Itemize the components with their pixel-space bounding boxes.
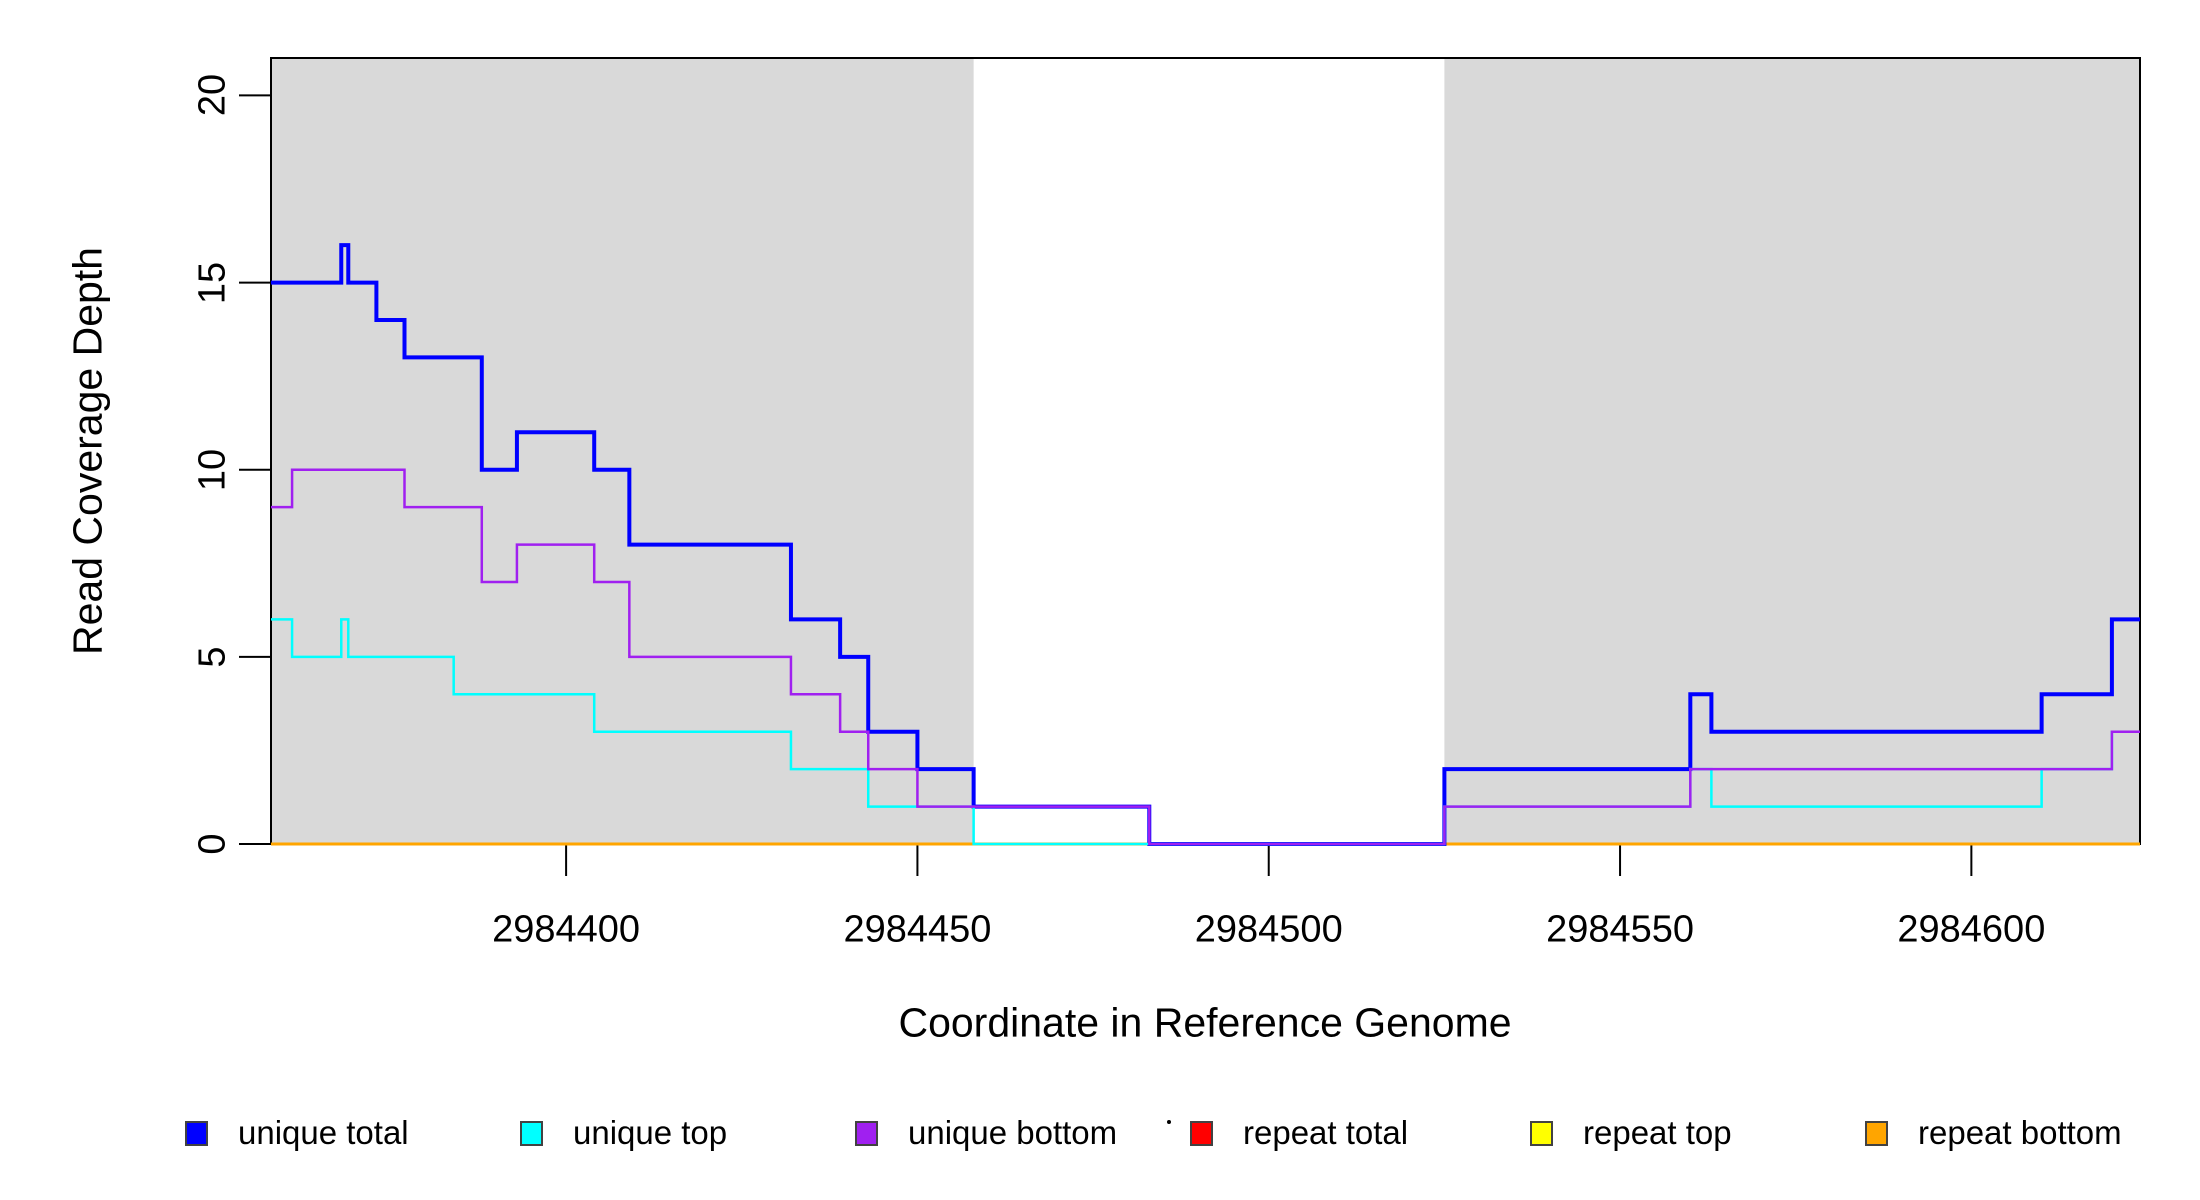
y-tick-label-2: 10 [191,448,234,491]
series-line-unique-total [271,243,2140,846]
legend-item-unique-bottom: unique bottom [855,1113,1117,1153]
legend-swatch-repeat-bottom [1865,1120,1888,1146]
shaded-region-0 [271,58,974,844]
x-tick-label-3: 2984550 [1546,908,1695,951]
y-axis-title: Read Coverage Depth [64,247,111,655]
x-tick-label-2: 2984500 [1194,908,1343,951]
legend-swatch-unique-top [520,1120,543,1146]
shaded-region-1 [1444,58,2140,844]
legend-label-repeat-bottom: repeat bottom [1918,1114,2122,1151]
y-tick-label-4: 20 [191,74,234,117]
stray-dot [1167,1120,1171,1124]
x-tick-label-0: 2984400 [492,908,641,951]
x-tick-label-4: 2984600 [1897,908,2046,951]
legend-swatch-unique-total [185,1120,208,1146]
legend-swatch-unique-bottom [855,1120,878,1146]
legend-label-repeat-total: repeat total [1243,1114,1409,1151]
x-tick-label-1: 2984450 [843,908,992,951]
legend-item-unique-top: unique top [520,1113,727,1153]
legend-swatch-repeat-top [1530,1120,1553,1146]
y-tick-label-1: 5 [191,646,234,668]
legend-item-repeat-total: repeat total [1190,1113,1408,1153]
legend-label-unique-total: unique total [238,1114,409,1151]
legend-item-unique-total: unique total [185,1113,409,1153]
y-tick-label-3: 15 [191,261,234,304]
legend-label-unique-bottom: unique bottom [908,1114,1118,1151]
series-line-unique-top [271,618,2140,846]
legend-label-unique-top: unique top [573,1114,728,1151]
legend-item-repeat-bottom: repeat bottom [1865,1113,2122,1153]
y-tick-label-0: 0 [191,833,234,855]
legend-label-repeat-top: repeat top [1583,1114,1732,1151]
series-line-unique-bottom [271,468,2140,846]
legend-swatch-repeat-total [1190,1120,1213,1146]
legend-item-repeat-top: repeat top [1530,1113,1732,1153]
x-axis-title: Coordinate in Reference Genome [898,999,1512,1046]
